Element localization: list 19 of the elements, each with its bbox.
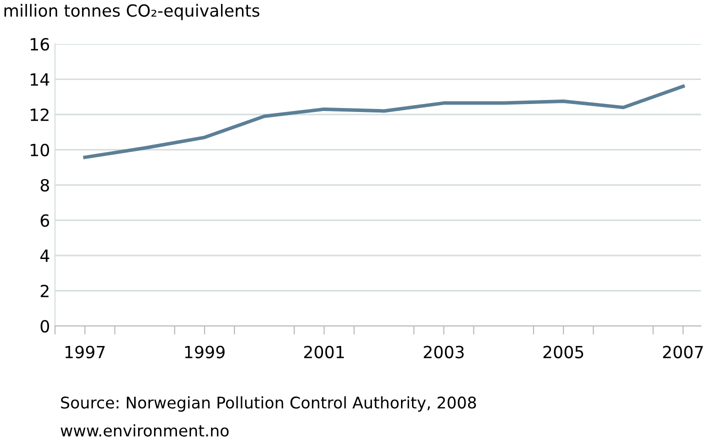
x-tick-label: 2007 (663, 346, 703, 358)
x-tick-label: 1997 (66, 346, 105, 358)
y-tick-label: 10 (30, 144, 50, 156)
x-tick-label: 1999 (185, 346, 225, 358)
line-series (83, 84, 685, 160)
x-tick-label: 2001 (304, 346, 344, 358)
y-tick-label: 0 (40, 320, 50, 333)
y-tick-label: 14 (30, 73, 50, 86)
y-tick-label: 2 (40, 284, 48, 298)
y-tick-label: 4 (40, 250, 50, 262)
x-tick-label: 2005 (543, 346, 584, 358)
y-tick-label: 12 (30, 108, 48, 121)
y-tick-label: 16 (30, 38, 50, 51)
x-tick-label: 2003 (424, 346, 464, 358)
y-axis-title: million tonnes CO₂-equivalents (4, 4, 260, 20)
source-note: Source: Norwegian Pollution Control Authority, 2008 (61, 396, 476, 412)
text: www.environment.no (60, 424, 229, 437)
y-tick-label: 8 (40, 178, 49, 192)
y-tick-label: 6 (40, 214, 50, 227)
